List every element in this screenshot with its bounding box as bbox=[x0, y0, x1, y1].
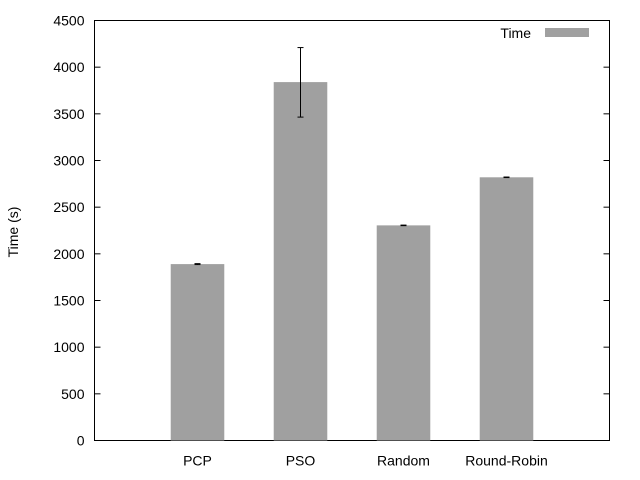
y-tick-label: 4000 bbox=[53, 59, 84, 75]
bar-series bbox=[170, 82, 534, 441]
y-tick-label: 2000 bbox=[53, 246, 84, 262]
y-tick-label: 1500 bbox=[53, 293, 84, 309]
bar bbox=[170, 264, 225, 441]
bar bbox=[479, 177, 534, 441]
bar bbox=[376, 225, 431, 441]
x-axis: PCP PSO Random Round-Robin bbox=[183, 434, 548, 469]
bar bbox=[273, 82, 328, 441]
plot-frame bbox=[94, 20, 610, 441]
y-tick-label: 0 bbox=[77, 433, 85, 449]
x-tick-label: Round-Robin bbox=[465, 453, 548, 469]
error-bars bbox=[194, 47, 510, 266]
y-tick-label: 4500 bbox=[53, 13, 84, 29]
legend-label-time: Time bbox=[500, 25, 531, 41]
y-tick-label: 3500 bbox=[53, 106, 84, 122]
x-tick-label: Random bbox=[377, 453, 430, 469]
x-tick-label: PCP bbox=[183, 453, 212, 469]
y-tick-label: 1000 bbox=[53, 339, 84, 355]
y-axis: 0 500 1000 1500 2000 2500 3000 3500 4000 4500 bbox=[53, 13, 610, 449]
y-tick-label: 500 bbox=[61, 386, 85, 402]
y-tick-label: 2500 bbox=[53, 199, 84, 215]
x-tick-label: PSO bbox=[286, 453, 316, 469]
legend: Time bbox=[500, 25, 589, 41]
y-axis-label: Time (s) bbox=[5, 207, 21, 258]
y-tick-label: 3000 bbox=[53, 153, 84, 169]
legend-swatch-time bbox=[545, 28, 589, 37]
